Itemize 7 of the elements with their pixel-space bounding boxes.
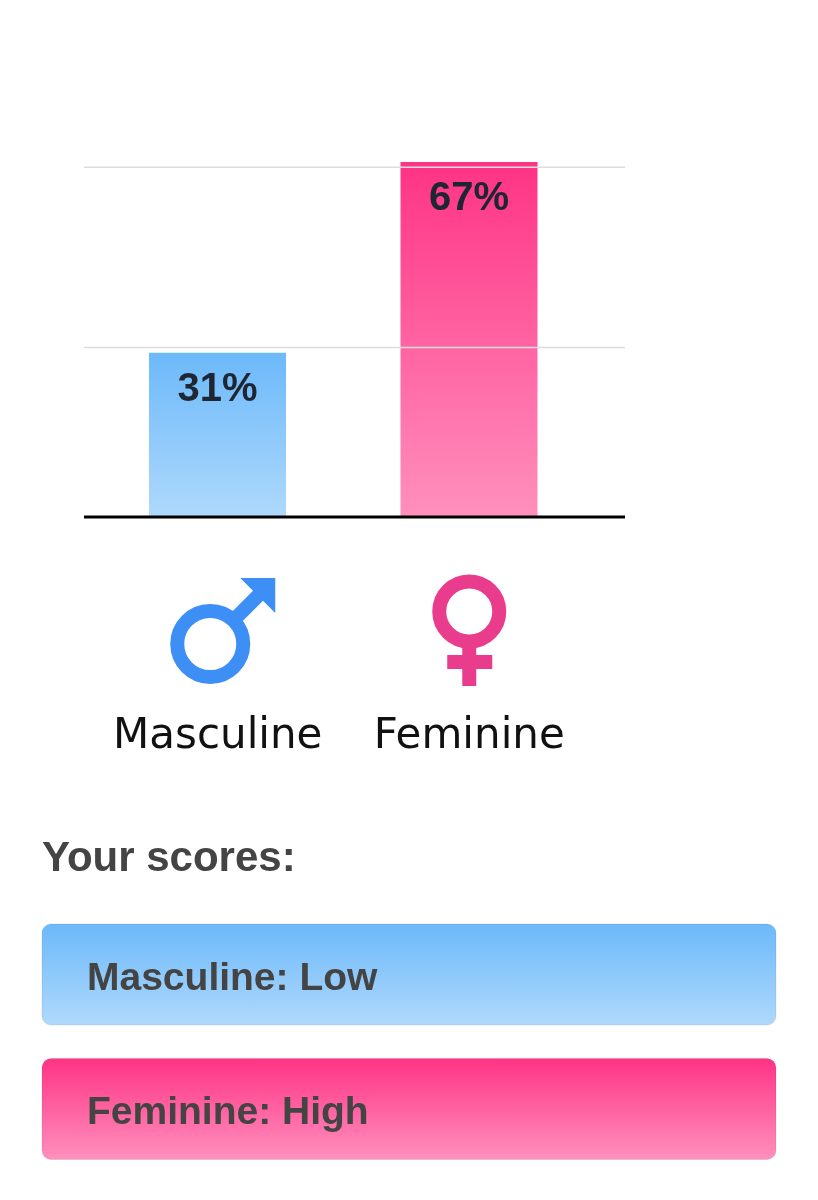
x-tick-label: Masculine [113,709,323,758]
x-tick-label: Feminine [373,709,565,758]
data-label: 31% [177,364,258,409]
text: Masculine: Low [87,954,379,998]
data-label: 67% [428,174,510,218]
text: Feminine: High [87,1089,369,1133]
text: Your scores: [42,833,296,880]
